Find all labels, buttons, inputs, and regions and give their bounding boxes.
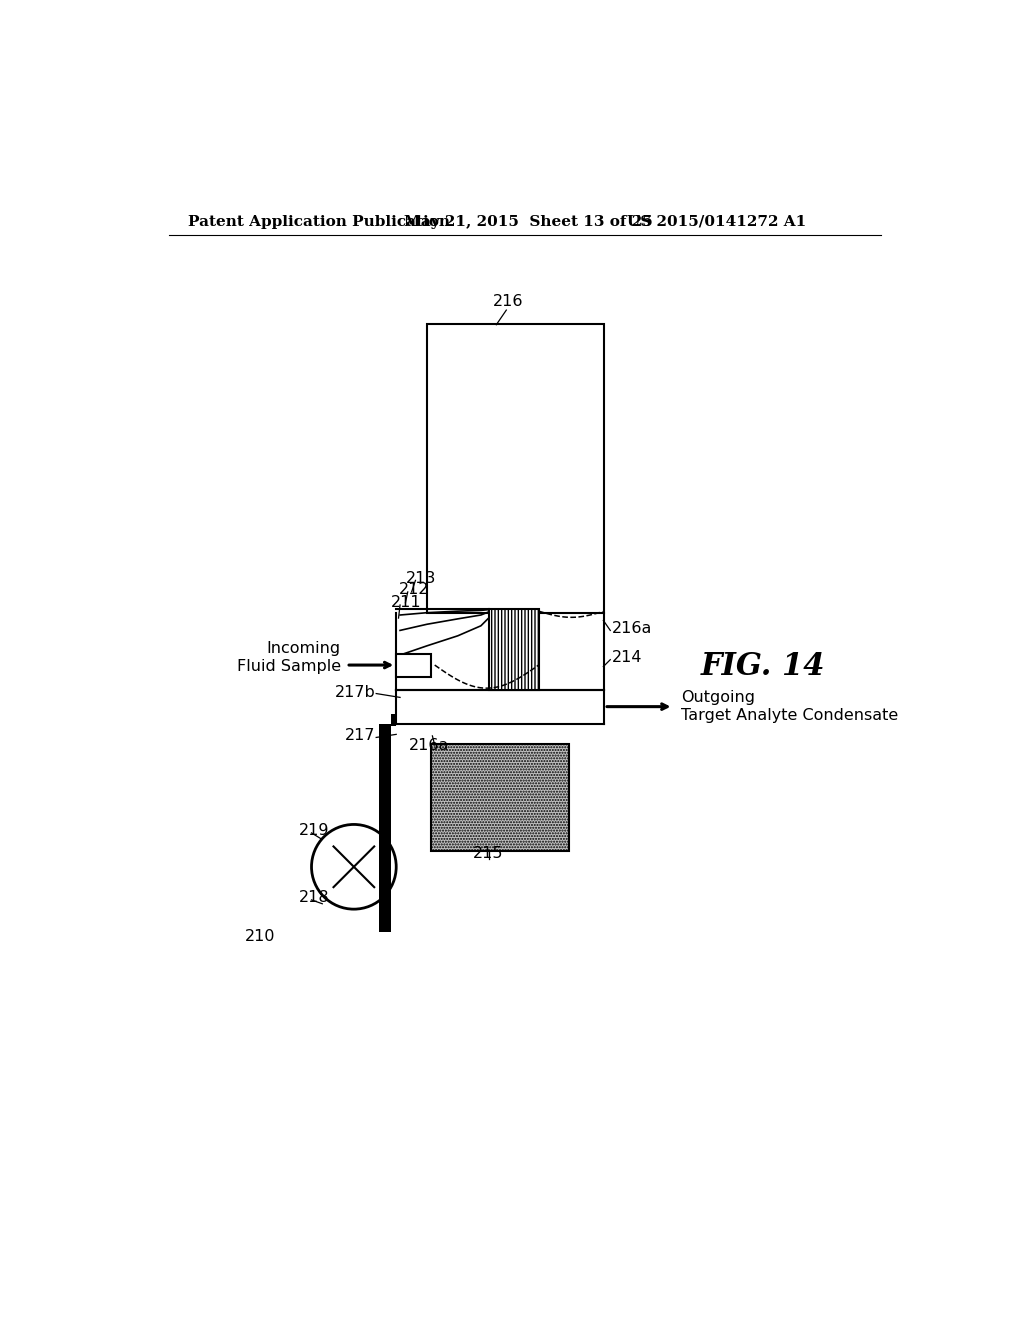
Text: 216: 216 [493, 293, 523, 309]
Text: 214: 214 [611, 649, 642, 665]
Text: 215: 215 [473, 846, 504, 861]
Text: 219: 219 [298, 824, 329, 838]
Text: 211: 211 [391, 595, 422, 610]
Bar [427, 323, 604, 612]
Text: 213: 213 [407, 570, 436, 586]
Bar [488, 609, 539, 689]
Text: FIG. 14: FIG. 14 [700, 651, 825, 682]
Text: 210: 210 [245, 928, 275, 944]
Text: May 21, 2015  Sheet 13 of 25: May 21, 2015 Sheet 13 of 25 [403, 215, 652, 228]
Text: 216a: 216a [611, 620, 652, 636]
Text: Patent Application Publication: Patent Application Publication [188, 215, 451, 228]
Text: Incoming
Fluid Sample: Incoming Fluid Sample [237, 642, 341, 673]
Text: 217b: 217b [335, 685, 376, 700]
Bar [396, 653, 431, 677]
Text: US 2015/0141272 A1: US 2015/0141272 A1 [628, 215, 807, 228]
Bar [431, 743, 569, 851]
Text: Outgoing
Target Analyte Condensate: Outgoing Target Analyte Condensate [681, 690, 898, 723]
Text: 218: 218 [298, 890, 329, 906]
Text: 216a: 216a [410, 738, 450, 752]
Bar [379, 725, 391, 932]
Text: 212: 212 [398, 582, 429, 597]
Bar [391, 714, 396, 726]
Text: 217: 217 [345, 729, 376, 743]
